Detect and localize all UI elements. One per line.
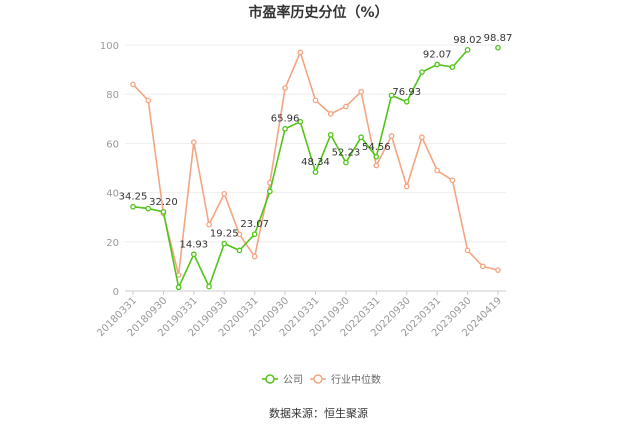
data-label: 92.07 (423, 50, 452, 61)
data-point-industry-median (479, 263, 486, 270)
data-label: 54.56 (362, 142, 391, 153)
data-label: 76.93 (392, 87, 421, 98)
data-point-industry-median (464, 247, 471, 254)
y-tick-label: 0 (113, 287, 119, 298)
data-point-company (206, 283, 212, 290)
data-point-industry-median (251, 253, 258, 260)
data-point-company (327, 131, 334, 138)
data-point-industry-median (403, 183, 410, 190)
data-point-industry-median (236, 231, 243, 238)
data-point-company (343, 159, 349, 166)
data-point-company (388, 92, 395, 99)
legend-marker-industry-median (313, 374, 323, 384)
data-point-industry-median (388, 133, 395, 139)
data-point-industry-median (419, 134, 425, 141)
data-label: 65.96 (271, 114, 300, 125)
data-label: 14.93 (180, 239, 209, 250)
data-point-industry-median (206, 221, 212, 228)
data-label: 34.25 (119, 192, 148, 203)
data-source: 数据来源：恒生聚源 (269, 407, 368, 420)
data-point-industry-median (282, 85, 288, 91)
y-tick-label: 60 (106, 139, 119, 150)
data-point-industry-median (327, 111, 334, 117)
data-point-industry-median (312, 97, 319, 104)
data-label: 19.25 (210, 229, 239, 240)
y-tick-label: 100 (100, 41, 119, 52)
data-label: 23.07 (240, 219, 269, 230)
legend-marker-company (265, 374, 275, 384)
data-label: 98.87 (484, 33, 513, 44)
data-point-company (251, 231, 258, 238)
data-point-industry-median (130, 81, 136, 88)
data-label: 52.23 (332, 148, 361, 159)
data-point-company (175, 284, 182, 291)
legend-label-industry-median: 行业中位数 (331, 373, 381, 386)
data-point-company (297, 118, 304, 125)
legend-label-company: 公司 (283, 375, 303, 386)
data-point-company (236, 247, 243, 254)
data-label: 32.20 (149, 197, 178, 208)
data-point-industry-median (373, 162, 380, 169)
data-point-company (267, 188, 273, 195)
y-tick-label: 80 (106, 90, 119, 101)
data-point-industry-median (495, 267, 501, 273)
data-point-industry-median (343, 103, 349, 110)
y-tick-label: 40 (106, 189, 119, 200)
data-point-industry-median (449, 177, 456, 184)
data-point-company (358, 134, 364, 141)
data-point-company (495, 44, 501, 51)
data-point-company (221, 240, 228, 247)
data-point-company (449, 64, 456, 70)
data-point-company (373, 153, 380, 160)
y-tick-label: 20 (106, 238, 119, 249)
data-point-industry-median (221, 190, 228, 197)
data-point-company (403, 98, 410, 105)
data-point-industry-median (434, 167, 441, 174)
data-point-industry-median (358, 88, 364, 95)
data-point-company (419, 69, 425, 75)
data-point-company (464, 47, 471, 53)
data-label: 48.34 (301, 157, 330, 168)
data-point-company (145, 205, 152, 212)
data-point-company (434, 61, 441, 68)
data-point-industry-median (190, 139, 197, 146)
data-point-company (160, 208, 167, 215)
data-point-company (282, 125, 288, 132)
data-point-company (190, 251, 197, 258)
data-point-industry-median (145, 97, 152, 104)
chart-title: 市盈率历史分位（%） (248, 5, 389, 21)
data-label: 98.02 (453, 35, 482, 46)
data-point-company (312, 169, 319, 175)
data-point-company (130, 203, 136, 210)
data-point-industry-median (297, 49, 304, 56)
